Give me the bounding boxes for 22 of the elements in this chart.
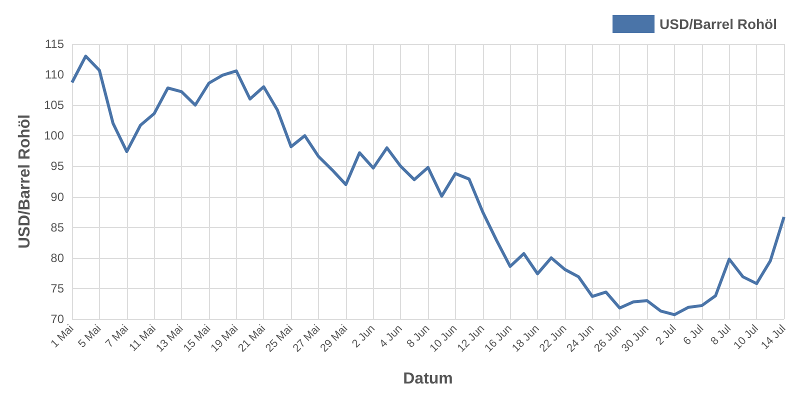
x-tick-label: 30 Jun bbox=[620, 322, 652, 355]
x-tick-label: 4 Jun bbox=[377, 322, 405, 350]
y-tick-label: 100 bbox=[44, 128, 64, 143]
x-tick-label: 6 Jul bbox=[681, 322, 706, 348]
y-tick-label: 80 bbox=[50, 250, 64, 265]
x-axis-title: Datum bbox=[403, 370, 453, 388]
y-tick-label: 85 bbox=[50, 220, 64, 234]
y-tick-label: 95 bbox=[50, 159, 64, 174]
x-tick-label: 2 Jun bbox=[350, 322, 378, 350]
line-series bbox=[70, 54, 786, 316]
x-tick-label: 2 Jul bbox=[654, 322, 679, 348]
x-tick-label: 8 Jul bbox=[708, 322, 734, 348]
legend-label: USD/Barrel Rohöl bbox=[660, 16, 778, 32]
y-tick-label: 75 bbox=[50, 281, 64, 296]
y-tick-label: 90 bbox=[50, 190, 64, 204]
y-tick-label: 115 bbox=[44, 37, 64, 51]
y-axis-title: USD/Barrel Rohöl bbox=[16, 114, 34, 249]
x-tick-label: 14 Jul bbox=[759, 322, 788, 352]
y-tick-label: 110 bbox=[44, 68, 64, 82]
x-tick-label: 10 Jul bbox=[732, 322, 761, 352]
y-tick-label: 105 bbox=[44, 98, 64, 112]
x-tick-label: 5 Mai bbox=[76, 322, 104, 350]
